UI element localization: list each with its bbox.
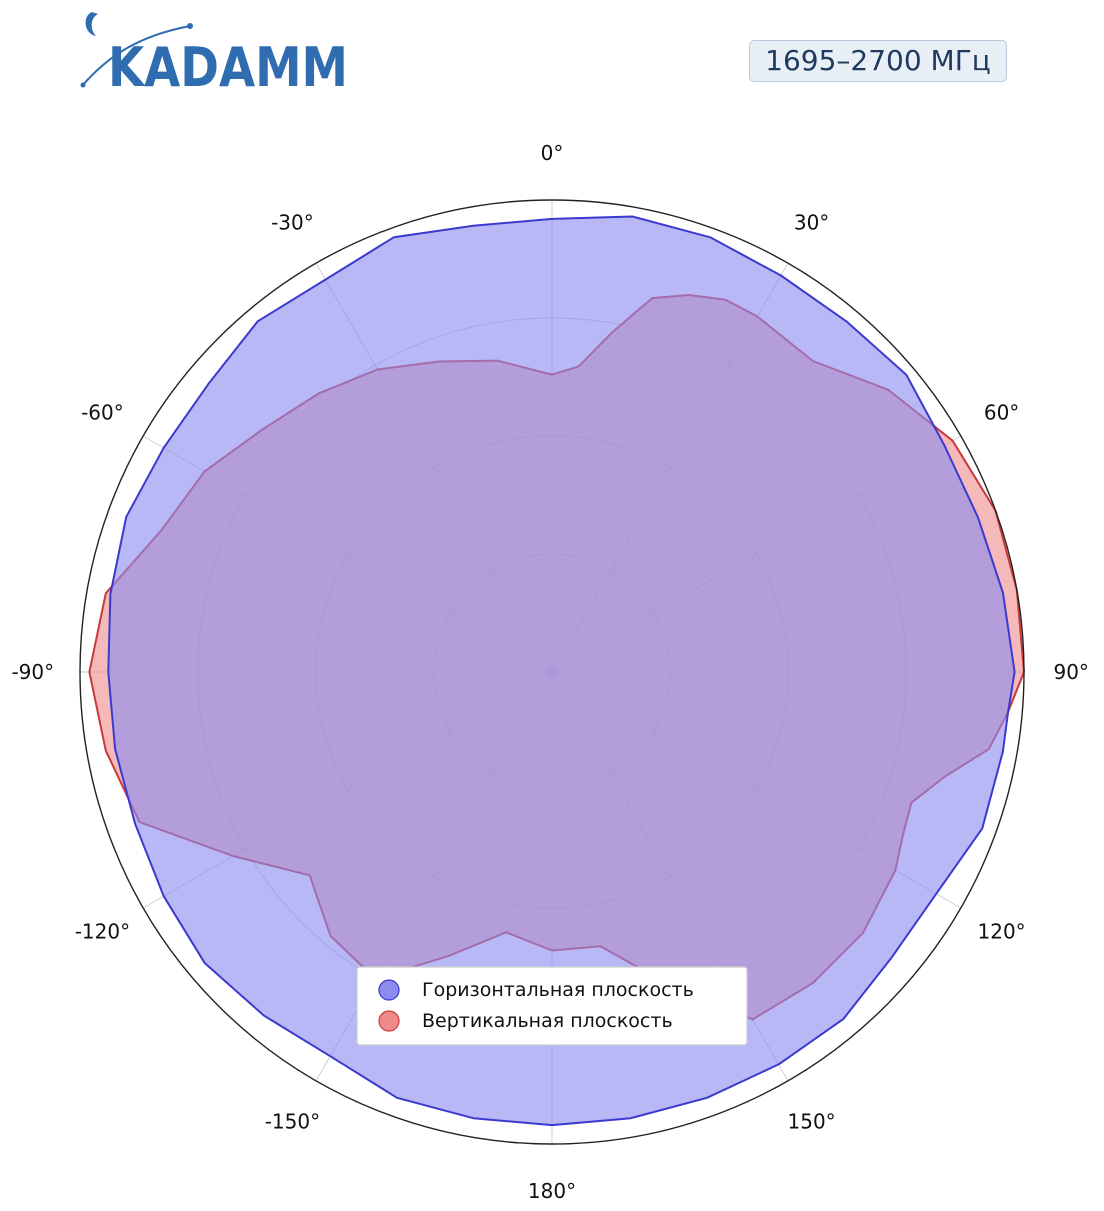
angle-tick-label--120: -120° — [75, 920, 130, 944]
legend-label-horizontal: Горизонтальная плоскость — [422, 979, 694, 1001]
angle-tick-label-180: 180° — [528, 1179, 576, 1203]
logo-orbit-dot — [187, 23, 193, 29]
frequency-range-badge: 1695–2700 МГц — [749, 40, 1007, 82]
logo-crescent-mark — [85, 12, 98, 36]
angle-tick-label-150: 150° — [788, 1110, 836, 1134]
angle-tick-label-30: 30° — [794, 210, 829, 234]
logo-wordmark: KADAMM — [108, 36, 348, 96]
angle-tick-labels: 0° 30° 60° 90° 120° 150° 180° -150° -120° -90° -60… — [11, 141, 1088, 1203]
legend-swatch-horizontal — [378, 979, 400, 1001]
angle-tick-label--60: -60° — [81, 400, 124, 424]
legend-box — [356, 966, 748, 1046]
logo-orbit-swoosh — [81, 25, 191, 87]
polar-outer-circle — [79, 199, 1025, 1145]
kadamm-logo: KADAMM — [80, 12, 348, 96]
angle-tick-label--30: -30° — [271, 210, 314, 234]
angle-tick-label-120: 120° — [978, 920, 1026, 944]
angle-tick-label-60: 60° — [984, 400, 1019, 424]
legend-label-vertical: Вертикальная плоскость — [422, 1010, 673, 1032]
series-layer — [88, 215, 1025, 1127]
logo-orbit-dot-start — [80, 82, 86, 88]
legend: Горизонтальная плоскость Вертикальная пл… — [356, 966, 748, 1046]
legend-swatch-vertical — [378, 1010, 400, 1032]
series-area-horizontal — [107, 215, 1016, 1127]
angle-tick-label--150: -150° — [265, 1110, 320, 1134]
angle-tick-label--90: -90° — [11, 660, 54, 684]
angle-tick-label-0: 0° — [541, 141, 564, 165]
polar-frame — [79, 199, 1025, 1145]
angle-tick-label-90: 90° — [1053, 660, 1088, 684]
